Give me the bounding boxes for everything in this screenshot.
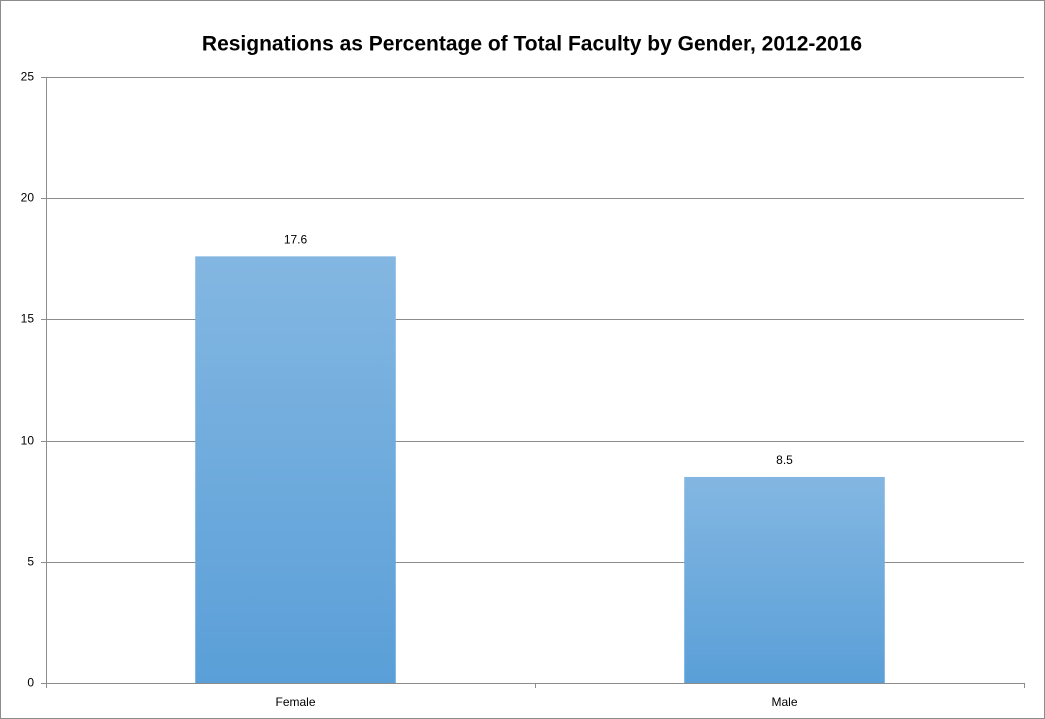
chart-title: Resignations as Percentage of Total Facu… [202, 33, 862, 56]
x-tick-label: Male [771, 695, 797, 709]
y-tick-label: 10 [21, 434, 35, 448]
y-tick-label: 5 [27, 555, 34, 569]
bar [684, 476, 885, 683]
value-label: 17.6 [284, 233, 308, 247]
value-label: 8.5 [776, 453, 793, 467]
bar [195, 256, 396, 683]
y-tick-label: 15 [21, 312, 35, 326]
x-tick-label: Female [275, 695, 315, 709]
y-tick-label: 20 [21, 191, 35, 205]
y-tick-label: 0 [27, 676, 34, 690]
y-tick-label: 25 [21, 70, 35, 84]
